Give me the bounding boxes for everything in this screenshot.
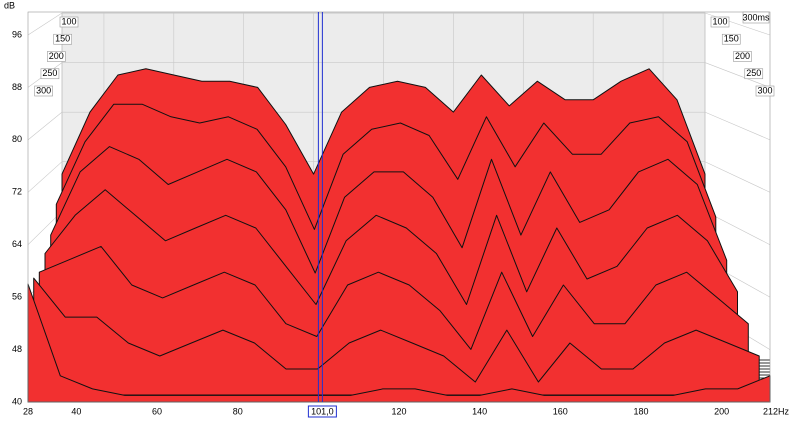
y-tick-label: 80 [12,134,22,144]
y-tick-label: 72 [12,187,22,197]
grid-line [704,161,771,193]
depth-tick-label: 100 [61,16,76,26]
y-tick-label: 96 [12,29,22,39]
y-axis-label: dB [4,0,15,10]
x-tick-label: 28 [23,406,33,416]
depth-tick-box [755,85,775,97]
depth-tick-label: 200 [735,51,750,61]
waterfall-slice [33,277,760,396]
depth-tick-label: 150 [724,34,739,44]
depth-tick-box [40,68,60,80]
depth-range-label: 300ms [742,12,770,22]
depth-tick-box [721,33,741,45]
depth-tick-box [53,33,72,45]
waterfall-slice [27,283,771,403]
depth-tick-label: 200 [49,51,64,61]
grid-line [704,111,771,141]
cursor-box [307,405,337,418]
x-tick-label: 180 [633,406,648,416]
depth-tick-box [34,85,53,97]
x-tick-label: 40 [71,406,81,416]
y-tick-label: 56 [12,292,22,302]
depth-tick-box [733,51,752,62]
grid-line [27,12,63,36]
depth-tick-box [710,16,730,28]
depth-tick-label: 300 [36,85,51,95]
depth-tick-box [744,68,764,80]
depth-tick-label: 150 [55,34,70,44]
y-tick-label: 40 [12,396,22,406]
grid-line [704,12,771,36]
y-tick-label: 48 [12,344,22,354]
grid-line [27,161,63,193]
x-tick-label: 200 [714,406,729,416]
cursor-label: 101,0 [311,406,334,416]
grid-line [704,62,771,88]
x-tick-label: 212Hz [763,406,790,416]
depth-tick-label: 250 [42,68,57,78]
depth-tick-label: 300 [757,85,772,95]
depth-tick-label: 100 [712,16,727,26]
y-tick-label: 88 [12,82,22,92]
x-tick-label: 140 [472,406,487,416]
depth-range-box [742,11,770,24]
x-tick-label: 160 [553,406,568,416]
y-tick-label: 64 [12,239,22,249]
grid-line [27,111,63,141]
depth-tick-label: 250 [746,68,761,78]
x-tick-label: 80 [233,406,243,416]
x-tick-label: 60 [152,406,162,416]
x-tick-label: 120 [391,406,406,416]
depth-tick-box [46,51,66,62]
plot-frame [27,11,771,403]
depth-tick-box [59,16,79,28]
